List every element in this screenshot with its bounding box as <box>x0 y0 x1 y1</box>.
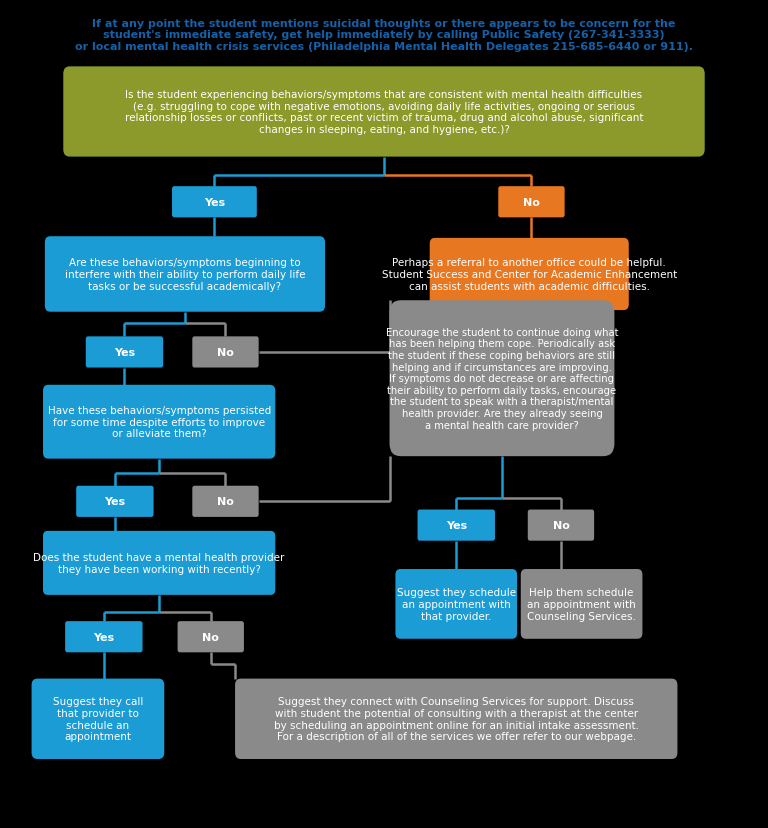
Text: Perhaps a referral to another office could be helpful.
Student Success and Cente: Perhaps a referral to another office cou… <box>382 258 677 291</box>
Text: Are these behaviors/symptoms beginning to
interfere with their ability to perfor: Are these behaviors/symptoms beginning t… <box>65 258 305 291</box>
Text: Is the student experiencing behaviors/symptoms that are consistent with mental h: Is the student experiencing behaviors/sy… <box>124 90 644 135</box>
FancyBboxPatch shape <box>86 337 163 368</box>
FancyBboxPatch shape <box>63 67 705 157</box>
FancyBboxPatch shape <box>192 337 259 368</box>
Text: Yes: Yes <box>114 348 135 358</box>
FancyBboxPatch shape <box>31 679 164 759</box>
FancyBboxPatch shape <box>45 237 325 312</box>
Text: Yes: Yes <box>204 198 225 208</box>
Text: Encourage the student to continue doing what
has been helping them cope. Periodi: Encourage the student to continue doing … <box>386 327 618 430</box>
FancyBboxPatch shape <box>43 385 275 459</box>
FancyBboxPatch shape <box>192 486 259 518</box>
FancyBboxPatch shape <box>521 570 642 639</box>
FancyBboxPatch shape <box>528 510 594 541</box>
Text: If at any point the student mentions suicidal thoughts or there appears to be co: If at any point the student mentions sui… <box>75 19 693 52</box>
Text: Help them schedule
an appointment with
Counseling Services.: Help them schedule an appointment with C… <box>527 588 636 621</box>
FancyBboxPatch shape <box>430 238 629 310</box>
Text: Suggest they connect with Counseling Services for support. Discuss
with student : Suggest they connect with Counseling Ser… <box>273 696 639 741</box>
FancyBboxPatch shape <box>172 187 257 218</box>
Text: No: No <box>523 198 540 208</box>
Text: Yes: Yes <box>445 521 467 531</box>
Text: Suggest they schedule
an appointment with
that provider.: Suggest they schedule an appointment wit… <box>397 588 516 621</box>
FancyBboxPatch shape <box>235 679 677 759</box>
Text: Does the student have a mental health provider
they have been working with recen: Does the student have a mental health pr… <box>34 552 285 574</box>
Text: No: No <box>217 497 234 507</box>
Text: Have these behaviors/symptoms persisted
for some time despite efforts to improve: Have these behaviors/symptoms persisted … <box>48 406 271 439</box>
Text: Yes: Yes <box>93 632 114 642</box>
FancyBboxPatch shape <box>396 570 517 639</box>
Text: No: No <box>217 348 234 358</box>
FancyBboxPatch shape <box>418 510 495 541</box>
FancyBboxPatch shape <box>498 187 564 218</box>
FancyBboxPatch shape <box>389 301 614 456</box>
Text: Suggest they call
that provider to
schedule an
appointment: Suggest they call that provider to sched… <box>53 696 143 741</box>
FancyBboxPatch shape <box>76 486 154 518</box>
FancyBboxPatch shape <box>43 532 275 595</box>
FancyBboxPatch shape <box>177 621 244 652</box>
Text: No: No <box>552 521 569 531</box>
Text: Yes: Yes <box>104 497 125 507</box>
Text: No: No <box>202 632 219 642</box>
FancyBboxPatch shape <box>65 621 143 652</box>
